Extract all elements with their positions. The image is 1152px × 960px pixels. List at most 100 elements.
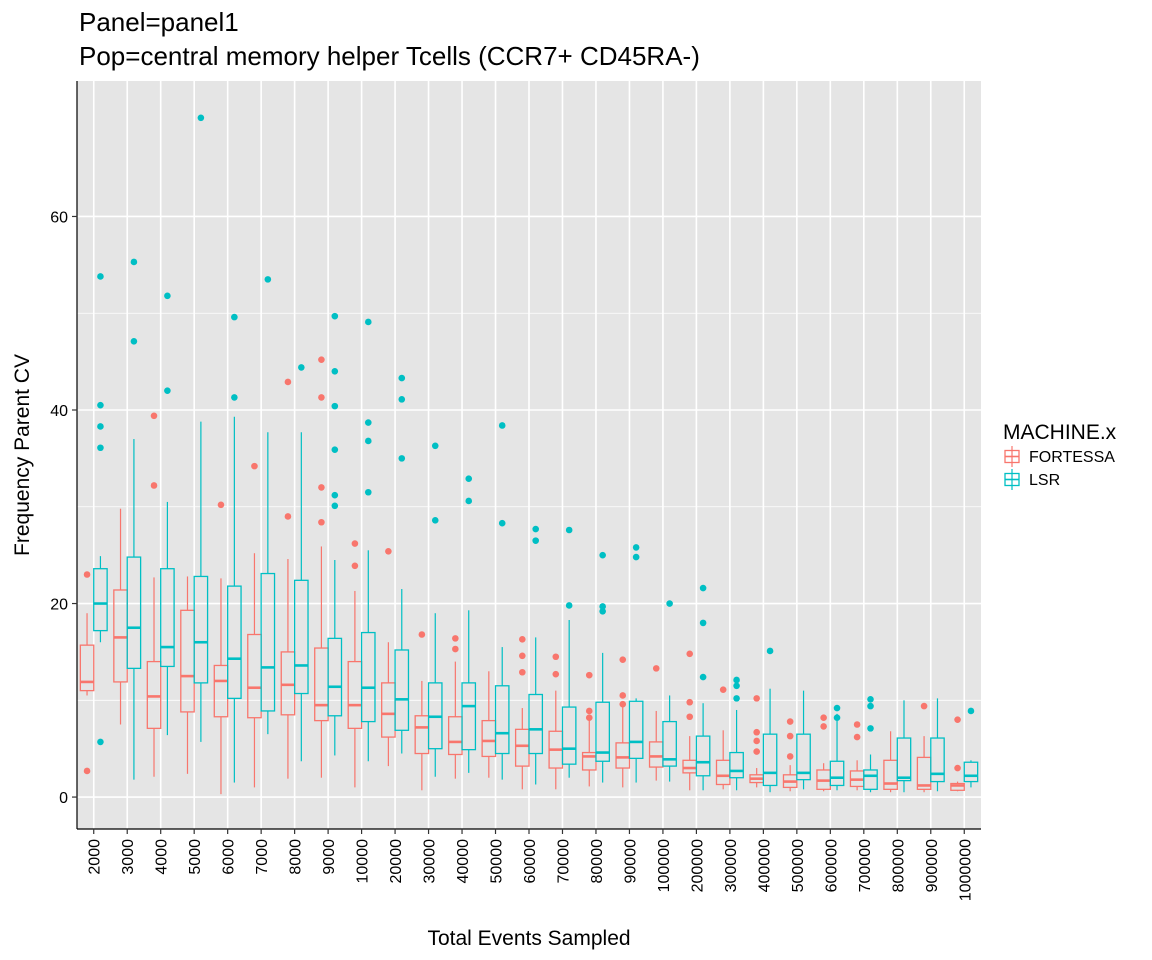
outlier-point (699, 619, 707, 627)
x-tick-label: 300000 (723, 839, 740, 892)
outlier-point (331, 446, 339, 453)
outlier-point (585, 707, 593, 715)
outlier-point (398, 455, 406, 462)
box-iqr (494, 685, 510, 755)
legend-items: FORTESSA LSR (1004, 446, 1115, 490)
x-tick-label: 7000 (254, 839, 271, 875)
box-fortessa-600000 (816, 714, 831, 792)
outlier-point (686, 698, 694, 706)
outlier-point (599, 607, 606, 615)
box-iqr (762, 733, 778, 787)
box-fortessa-900000 (916, 702, 932, 793)
legend: MACHINE.x FORTESSA LSR (1003, 421, 1117, 490)
x-tick-label: 100000 (656, 839, 673, 892)
outlier-point (753, 728, 760, 736)
x-tick-label: 30000 (422, 839, 439, 884)
y-axis-ticks: 0 20 40 60 (50, 209, 77, 807)
box-lsr-400000 (762, 647, 778, 793)
outlier-point (284, 513, 292, 520)
outlier-point (853, 721, 861, 728)
outlier-point (599, 551, 606, 559)
x-tick-label: 90000 (622, 839, 639, 884)
box-lsr-300000 (729, 676, 744, 791)
outlier-point (519, 652, 526, 660)
outlier-point (733, 682, 740, 690)
x-tick-label: 2000 (87, 839, 104, 875)
outlier-point (954, 716, 961, 723)
outlier-point (364, 318, 372, 326)
box-iqr (293, 579, 309, 695)
outlier-point (519, 668, 526, 676)
x-tick-label: 8000 (288, 839, 305, 875)
box-fortessa-4000 (146, 412, 162, 777)
outlier-point (83, 571, 91, 578)
outlier-point (833, 704, 841, 712)
outlier-point (130, 338, 138, 345)
outlier-point (150, 482, 158, 489)
legend-item-fortessa: FORTESSA (1004, 446, 1115, 467)
box-iqr (360, 631, 376, 723)
box-iqr (930, 737, 945, 783)
box-iqr (829, 760, 845, 787)
box-fortessa-400000 (749, 695, 765, 788)
outlier-point (465, 497, 473, 505)
box-iqr (662, 720, 677, 767)
outlier-point (97, 423, 104, 430)
x-tick-label: 6000 (221, 839, 238, 875)
outlier-point (565, 526, 573, 534)
outlier-point (398, 374, 406, 382)
y-tick-label: 40 (50, 403, 68, 420)
x-tick-label: 5000 (187, 839, 204, 875)
x-tick-label: 40000 (455, 839, 472, 884)
outlier-point (786, 753, 794, 760)
outlier-point (532, 537, 539, 544)
outlier-point (786, 732, 794, 740)
box-iqr (93, 568, 108, 632)
box-iqr (695, 735, 711, 777)
outlier-point (552, 670, 560, 678)
outlier-point (251, 462, 258, 470)
x-tick-label: 10000 (355, 839, 372, 884)
outlier-point (920, 702, 928, 710)
x-tick-label: 3000 (120, 839, 137, 875)
outlier-point (197, 114, 205, 122)
x-tick-label: 20000 (388, 839, 405, 884)
box-lsr-9000 (327, 312, 343, 756)
outlier-point (164, 292, 171, 300)
box-lsr-6000 (227, 313, 242, 783)
outlier-point (820, 714, 827, 722)
outlier-point (385, 547, 392, 555)
legend-label: FORTESSA (1029, 449, 1115, 466)
outlier-point (231, 313, 238, 321)
outlier-point (351, 540, 359, 547)
box-iqr (863, 769, 878, 790)
box-lsr-700000 (863, 696, 878, 793)
series-fortessa (79, 356, 965, 795)
outlier-point (431, 442, 439, 450)
outlier-point (318, 394, 325, 401)
box-lsr-1000000 (963, 707, 979, 788)
box-fortessa-2000 (79, 571, 95, 775)
outlier-point (331, 402, 339, 410)
outlier-point (83, 767, 91, 775)
box-lsr-900000 (930, 698, 945, 792)
outlier-point (954, 764, 961, 772)
box-fortessa-300000 (715, 686, 731, 790)
outlier-point (753, 748, 760, 755)
box-iqr (146, 660, 162, 730)
x-tick-label: 80000 (589, 839, 606, 884)
x-tick-label: 50000 (489, 839, 506, 884)
box-lsr-5000 (193, 114, 209, 742)
outlier-point (264, 276, 272, 283)
outlier-point (284, 378, 292, 386)
outlier-point (452, 635, 459, 642)
x-tick-label: 500000 (790, 839, 807, 892)
box-lsr-50000 (494, 422, 510, 780)
outlier-point (619, 656, 627, 663)
box-iqr (193, 575, 209, 684)
x-tick-label: 700000 (857, 839, 874, 892)
outlier-point (465, 475, 473, 483)
outlier-point (231, 394, 238, 401)
box-fortessa-8000 (280, 378, 296, 779)
